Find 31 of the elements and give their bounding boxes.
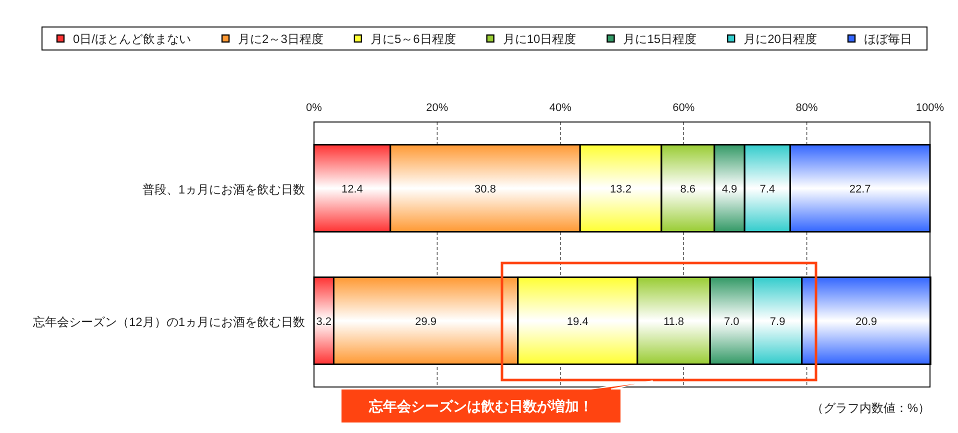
- data-label: 7.4: [760, 183, 776, 196]
- x-tick-label: 100%: [916, 102, 944, 114]
- x-tick-label: 0%: [306, 102, 322, 114]
- legend-label: ほぼ毎日: [864, 32, 912, 46]
- x-tick-label: 60%: [672, 102, 695, 114]
- x-tick-label: 20%: [426, 102, 448, 114]
- data-label: 19.4: [566, 316, 588, 328]
- data-label: 12.4: [341, 183, 363, 196]
- data-label: 3.2: [316, 316, 332, 328]
- legend-label: 月に5～6日程度: [370, 32, 456, 46]
- data-label: 7.9: [770, 316, 786, 328]
- data-label: 30.8: [474, 183, 496, 196]
- data-label: 22.7: [849, 183, 871, 196]
- data-label: 20.9: [856, 316, 877, 328]
- legend-label: 0日/ほとんど飲まない: [73, 32, 192, 46]
- legend-label: 月に2～3日程度: [238, 32, 324, 46]
- data-label: 7.0: [724, 316, 740, 328]
- y-tick-label: 忘年会シーズン（12月）の1ヵ月にお酒を飲む日数: [32, 314, 305, 329]
- text: （グラフ内数値：%）: [811, 401, 930, 415]
- data-label: 4.9: [722, 183, 738, 196]
- data-label: 29.9: [415, 316, 437, 328]
- legend-label: 月に10日程度: [502, 32, 576, 46]
- legend-label: 月に20日程度: [744, 32, 817, 46]
- y-tick-label: 普段、1ヵ月にお酒を飲む日数: [142, 182, 305, 196]
- legend-label: 月に15日程度: [623, 32, 697, 46]
- data-label: 8.6: [680, 183, 696, 196]
- data-label: 11.8: [663, 316, 684, 328]
- x-tick-label: 80%: [796, 102, 818, 114]
- x-tick-label: 40%: [549, 102, 572, 114]
- text: 忘年会シーズンは飲む日数が増加！: [368, 398, 593, 414]
- data-label: 13.2: [610, 183, 632, 196]
